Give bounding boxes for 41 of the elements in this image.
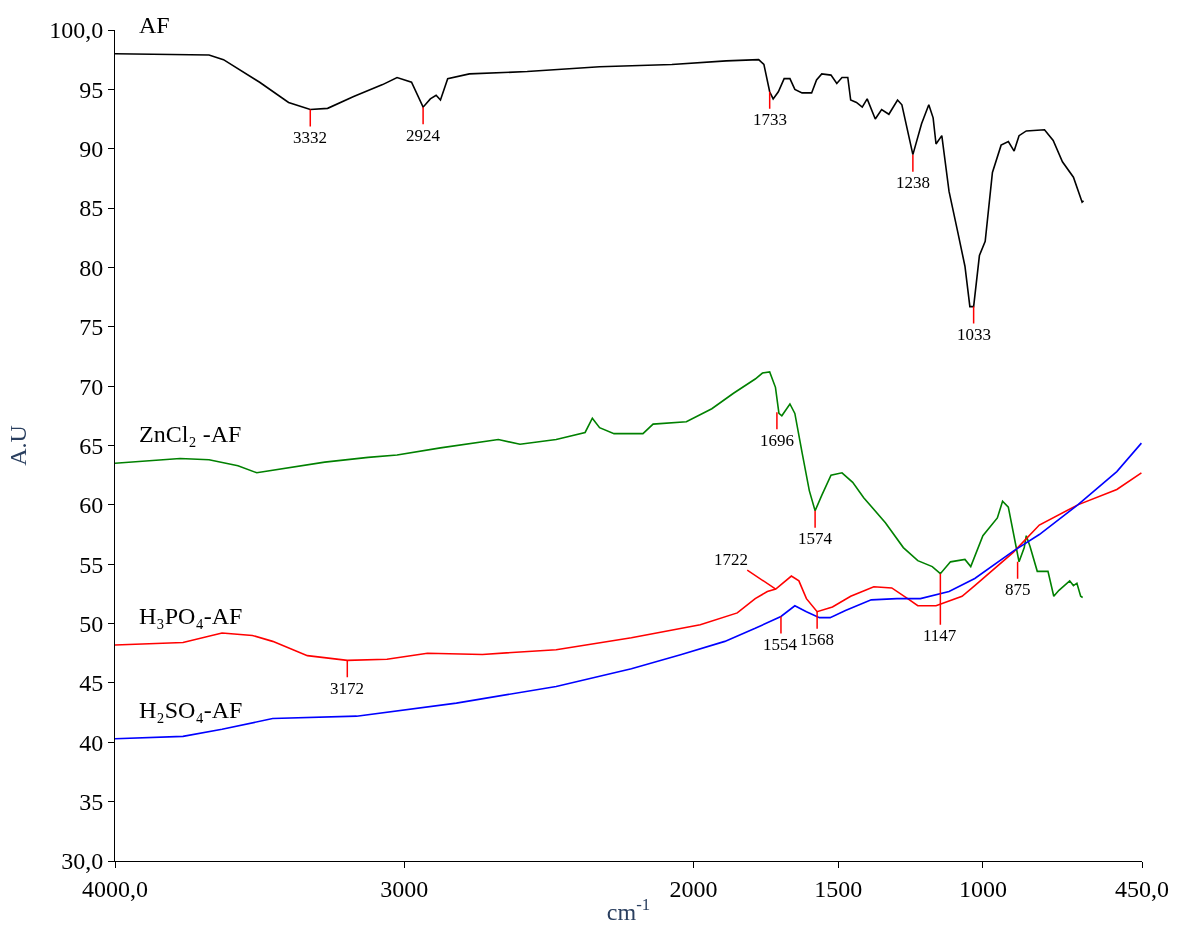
y-tick-label: 60 [79, 492, 104, 519]
y-axis-title: A.U [5, 425, 32, 466]
annotation: 1722 [714, 550, 748, 569]
line-series [115, 371, 1084, 599]
annotation: 1696 [760, 431, 794, 450]
y-tick-label: 30,0 [61, 848, 104, 875]
x-tick-label: 1000 [958, 875, 1007, 902]
annotation: 1147 [923, 626, 957, 645]
y-tick-label: 65 [79, 432, 104, 459]
y-tick-label: 85 [79, 195, 104, 222]
y-tick-label: 45 [79, 670, 104, 697]
x-tick-label: 3000 [380, 875, 429, 902]
series-label: AF [139, 12, 170, 38]
annotation: 3332 [293, 128, 327, 147]
y-tick-label: 50 [79, 610, 104, 637]
y-tick-label: 80 [79, 254, 104, 281]
x-tick-label: 4000,0 [82, 875, 148, 902]
y-tick-label: 100,0 [49, 17, 104, 44]
annotation: 875 [1005, 580, 1031, 599]
annotation: 1733 [753, 110, 787, 129]
y-tick-label: 40 [79, 729, 104, 756]
y-tick-label: 90 [79, 136, 104, 163]
annotation: 3172 [330, 679, 364, 698]
series-label: H₂SO₄-AF [139, 697, 243, 723]
y-tick-label: 70 [79, 373, 104, 400]
x-tick-label: 2000 [669, 875, 718, 902]
annotation: 1574 [798, 529, 833, 548]
x-tick-label: 1500 [814, 875, 863, 902]
y-tick-label: 75 [79, 314, 104, 341]
annotation: 2924 [406, 126, 441, 145]
annotation: 1238 [896, 173, 930, 192]
y-tick-label: 35 [79, 789, 104, 816]
annotation: 1033 [957, 325, 991, 344]
annotation: 1568 [800, 630, 834, 649]
x-axis-title: cm$^{-1}$ [606, 895, 651, 926]
x-tick-label: 450,0 [1115, 875, 1169, 902]
y-tick-label: 55 [79, 551, 104, 578]
series-label: ZnCl₂ -AF [139, 421, 242, 447]
series-label: H₃PO₄-AF [139, 603, 243, 629]
annotation: 1554 [763, 635, 798, 654]
y-tick-label: 95 [79, 76, 104, 103]
